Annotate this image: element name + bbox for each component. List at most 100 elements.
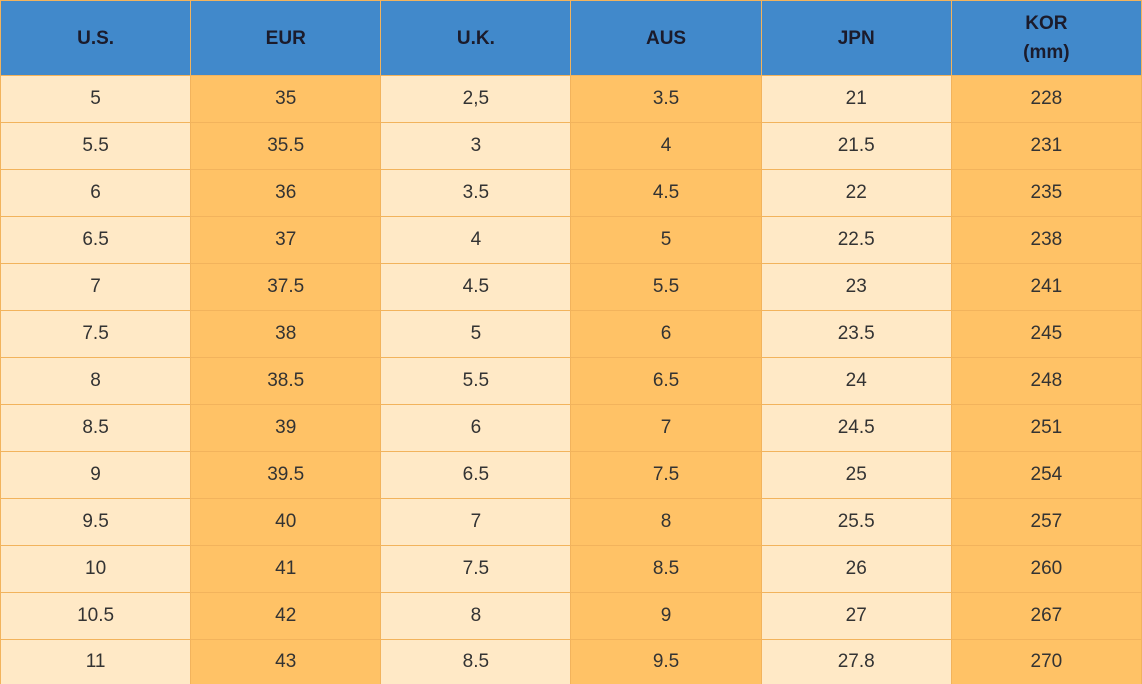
table-cell: 245 [950, 310, 1142, 358]
table-cell: 4 [570, 122, 762, 170]
table-cell: 11 [0, 639, 192, 684]
table-cell: 254 [950, 451, 1142, 499]
table-body: 5 35 2,5 3.5 21 228 5.5 35.5 3 4 21.5 231 6 36 3.5 4.5 2… [0, 75, 1142, 684]
table-cell: 37.5 [190, 263, 382, 311]
table-cell: 270 [950, 639, 1142, 684]
table-cell: 5 [570, 216, 762, 264]
table-cell: 235 [950, 169, 1142, 217]
table-cell: 3.5 [380, 169, 572, 217]
table-cell: 6.5 [570, 357, 762, 405]
table-row: 8.5 39 6 7 24.5 251 [0, 404, 1142, 452]
table-cell: 8 [570, 498, 762, 546]
table-cell: 39 [190, 404, 382, 452]
table-cell: 8.5 [0, 404, 192, 452]
table-cell: 7.5 [380, 545, 572, 593]
table-cell: 25 [760, 451, 952, 499]
table-cell: 10 [0, 545, 192, 593]
table-cell: 22.5 [760, 216, 952, 264]
table-cell: 6 [380, 404, 572, 452]
table-cell: 8.5 [380, 639, 572, 684]
table-cell: 4.5 [570, 169, 762, 217]
table-row: 10 41 7.5 8.5 26 260 [0, 545, 1142, 593]
table-cell: 39.5 [190, 451, 382, 499]
table-cell: 26 [760, 545, 952, 593]
column-header: EUR [190, 0, 382, 76]
table-cell: 42 [190, 592, 382, 640]
table-cell: 27.8 [760, 639, 952, 684]
table-cell: 23.5 [760, 310, 952, 358]
table-cell: 5.5 [0, 122, 192, 170]
table-cell: 37 [190, 216, 382, 264]
table-cell: 7.5 [0, 310, 192, 358]
table-cell: 35.5 [190, 122, 382, 170]
table-cell: 7 [570, 404, 762, 452]
table-cell: 24.5 [760, 404, 952, 452]
table-row: 6 36 3.5 4.5 22 235 [0, 169, 1142, 217]
table-cell: 38 [190, 310, 382, 358]
table-cell: 6 [570, 310, 762, 358]
table-cell: 23 [760, 263, 952, 311]
table-cell: 43 [190, 639, 382, 684]
table-cell: 9 [0, 451, 192, 499]
table-cell: 260 [950, 545, 1142, 593]
table-cell: 3.5 [570, 75, 762, 123]
column-header: U.S. [0, 0, 192, 76]
column-header: JPN [760, 0, 952, 76]
table-cell: 24 [760, 357, 952, 405]
table-cell: 21 [760, 75, 952, 123]
table-cell: 41 [190, 545, 382, 593]
table-cell: 257 [950, 498, 1142, 546]
table-cell: 267 [950, 592, 1142, 640]
table-cell: 7 [380, 498, 572, 546]
table-cell: 231 [950, 122, 1142, 170]
table-cell: 6.5 [380, 451, 572, 499]
table-cell: 238 [950, 216, 1142, 264]
table-cell: 35 [190, 75, 382, 123]
column-header: AUS [570, 0, 762, 76]
table-head: U.S. EUR U.K. AUS JPN KOR (mm) [0, 0, 1142, 76]
table-cell: 9 [570, 592, 762, 640]
table-cell: 241 [950, 263, 1142, 311]
table-cell: 5 [0, 75, 192, 123]
table-cell: 2,5 [380, 75, 572, 123]
header-row: U.S. EUR U.K. AUS JPN KOR (mm) [0, 0, 1142, 76]
column-header: U.K. [380, 0, 572, 76]
table-cell: 251 [950, 404, 1142, 452]
table-row: 11 43 8.5 9.5 27.8 270 [0, 639, 1142, 684]
table-row: 7.5 38 5 6 23.5 245 [0, 310, 1142, 358]
column-header: KOR (mm) [950, 0, 1142, 76]
table-cell: 248 [950, 357, 1142, 405]
table-cell: 40 [190, 498, 382, 546]
table-cell: 38.5 [190, 357, 382, 405]
table-cell: 7 [0, 263, 192, 311]
table-cell: 7.5 [570, 451, 762, 499]
table-row: 7 37.5 4.5 5.5 23 241 [0, 263, 1142, 311]
table-cell: 21.5 [760, 122, 952, 170]
table-cell: 8 [0, 357, 192, 405]
table-cell: 6.5 [0, 216, 192, 264]
table-cell: 6 [0, 169, 192, 217]
table-cell: 228 [950, 75, 1142, 123]
table-cell: 10.5 [0, 592, 192, 640]
table-cell: 9.5 [570, 639, 762, 684]
table-cell: 27 [760, 592, 952, 640]
table-cell: 5 [380, 310, 572, 358]
table-row: 9.5 40 7 8 25.5 257 [0, 498, 1142, 546]
table-cell: 25.5 [760, 498, 952, 546]
table-cell: 8 [380, 592, 572, 640]
table-row: 8 38.5 5.5 6.5 24 248 [0, 357, 1142, 405]
table-row: 9 39.5 6.5 7.5 25 254 [0, 451, 1142, 499]
table-row: 6.5 37 4 5 22.5 238 [0, 216, 1142, 264]
table-row: 10.5 42 8 9 27 267 [0, 592, 1142, 640]
table-cell: 22 [760, 169, 952, 217]
table-row: 5 35 2,5 3.5 21 228 [0, 75, 1142, 123]
table-cell: 4.5 [380, 263, 572, 311]
table-row: 5.5 35.5 3 4 21.5 231 [0, 122, 1142, 170]
table-cell: 36 [190, 169, 382, 217]
table-cell: 5.5 [380, 357, 572, 405]
table-cell: 9.5 [0, 498, 192, 546]
table-cell: 5.5 [570, 263, 762, 311]
table-cell: 3 [380, 122, 572, 170]
